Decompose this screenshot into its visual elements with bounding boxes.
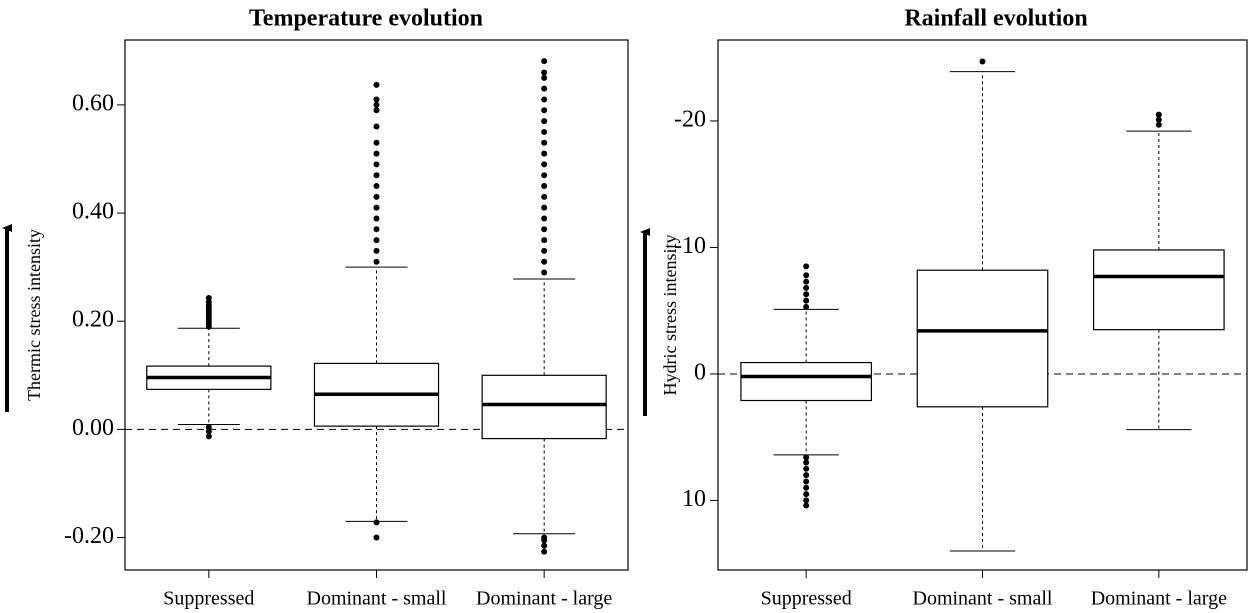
outlier <box>373 101 380 108</box>
y-tick-label: 0.20 <box>72 307 114 333</box>
outlier <box>541 139 548 146</box>
y-tick-label: -20 <box>674 106 706 132</box>
chart-title: Rainfall evolution <box>904 6 1087 32</box>
x-tick-label: Suppressed <box>163 588 254 610</box>
outlier <box>373 519 380 526</box>
outlier <box>541 118 548 125</box>
y-tick-label: 10 <box>682 486 706 512</box>
outlier <box>541 107 548 114</box>
outlier <box>373 183 380 190</box>
x-tick-label: Suppressed <box>761 588 852 610</box>
outlier <box>373 237 380 244</box>
outlier <box>541 58 548 65</box>
outlier <box>373 139 380 146</box>
outlier <box>803 303 810 310</box>
box <box>1092 249 1225 331</box>
outlier <box>1155 121 1162 128</box>
outlier <box>541 542 548 549</box>
y-tick-label: -0.20 <box>64 523 114 549</box>
outlier <box>541 74 548 81</box>
outlier <box>541 269 548 276</box>
outlier <box>541 150 548 157</box>
outlier <box>541 96 548 103</box>
x-tick-label: Dominant - large <box>1091 588 1227 610</box>
chart-title: Temperature evolution <box>249 6 483 32</box>
outlier <box>803 278 810 285</box>
box <box>916 269 1049 408</box>
outlier <box>803 459 810 466</box>
outlier <box>373 247 380 254</box>
outlier <box>541 183 548 190</box>
y-tick-label: 0.60 <box>72 90 114 116</box>
outlier <box>803 284 810 291</box>
outlier <box>803 297 810 304</box>
x-tick-label: Dominant - large <box>476 588 612 610</box>
outlier <box>373 258 380 265</box>
outlier <box>373 226 380 233</box>
outlier <box>373 172 380 179</box>
outlier <box>205 428 212 435</box>
plot-frame <box>124 39 629 571</box>
outlier <box>541 161 548 168</box>
outlier <box>373 81 380 88</box>
outlier <box>205 424 212 431</box>
outlier <box>373 123 380 130</box>
outlier <box>541 226 548 233</box>
outlier <box>373 534 380 541</box>
outlier <box>541 537 548 544</box>
outlier <box>541 204 548 211</box>
outlier <box>541 247 548 254</box>
outlier <box>373 204 380 211</box>
outlier <box>541 215 548 222</box>
outlier <box>541 128 548 135</box>
outlier <box>803 478 810 485</box>
outlier <box>803 272 810 279</box>
outlier <box>803 465 810 472</box>
outlier <box>373 215 380 222</box>
y-axis-label: Thermic stress intensity <box>24 229 44 401</box>
outlier <box>205 299 212 306</box>
outlier <box>803 502 810 509</box>
outlier <box>541 237 548 244</box>
outlier <box>205 294 212 301</box>
y-axis-label: Hydric stress intensity <box>660 235 680 396</box>
outlier <box>803 454 810 461</box>
outlier <box>803 491 810 498</box>
outlier <box>1155 116 1162 123</box>
outlier <box>803 472 810 479</box>
box <box>481 374 607 440</box>
outlier <box>373 193 380 200</box>
x-tick-label: Dominant - small <box>913 588 1053 610</box>
outlier <box>1155 111 1162 118</box>
outlier <box>979 58 986 65</box>
y-tick-label: 0.00 <box>72 415 114 441</box>
outlier <box>541 69 548 76</box>
outlier <box>373 96 380 103</box>
outlier <box>803 497 810 504</box>
y-tick-label: 0 <box>694 359 706 385</box>
outlier <box>803 484 810 491</box>
outlier <box>373 161 380 168</box>
box <box>740 361 873 402</box>
outlier <box>803 291 810 298</box>
outlier <box>373 107 380 114</box>
outlier <box>541 548 548 555</box>
y-tick-label: 0.40 <box>72 199 114 225</box>
x-tick-label: Dominant - small <box>307 588 447 610</box>
outlier <box>541 193 548 200</box>
outlier <box>541 172 548 179</box>
y-tick-label: -10 <box>674 233 706 259</box>
outlier <box>205 433 212 440</box>
outlier <box>803 263 810 270</box>
outlier <box>541 85 548 92</box>
outlier <box>373 150 380 157</box>
outlier <box>541 258 548 265</box>
